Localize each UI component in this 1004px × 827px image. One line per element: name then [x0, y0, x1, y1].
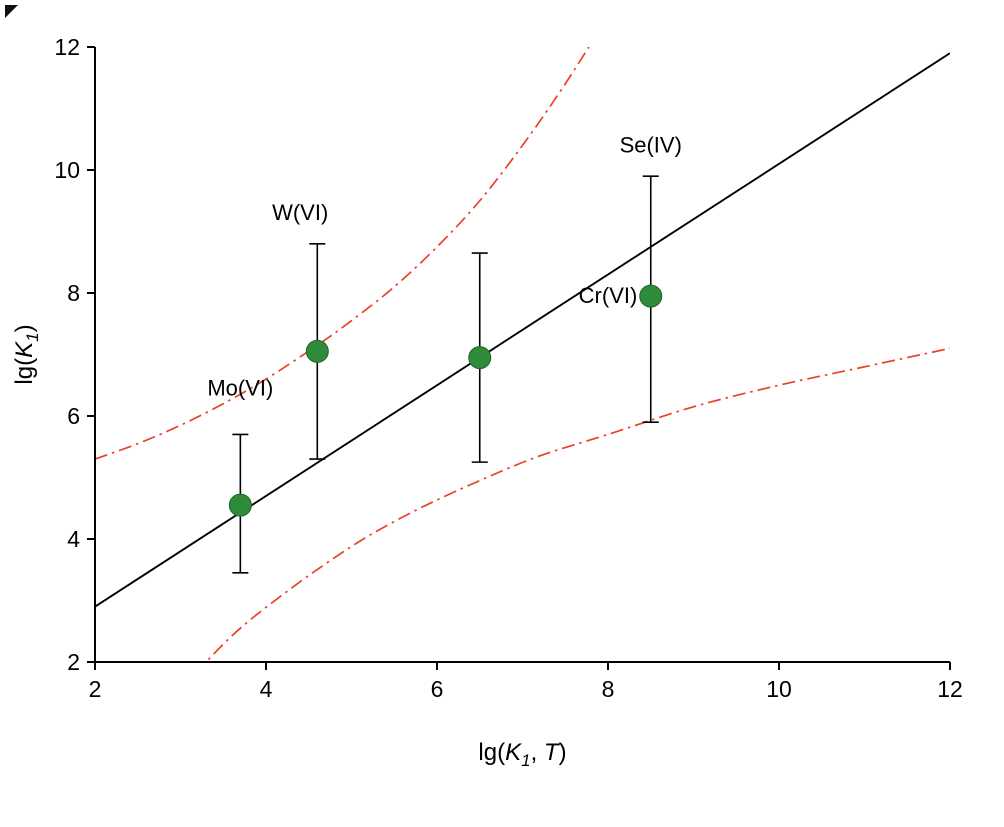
lower-confidence-band [205, 347, 950, 662]
point-label: Se(IV) [620, 132, 682, 157]
x-tick-label: 10 [766, 676, 792, 702]
corner-mark [5, 5, 18, 18]
y-axis-label: lg(K1) [11, 324, 42, 384]
point-label: Mo(VI) [207, 375, 273, 400]
data-point [305, 339, 329, 363]
x-axis-label: lg(K1, T) [478, 739, 566, 770]
data-point [639, 284, 663, 308]
point-label: W(VI) [272, 200, 328, 225]
y-tick-label: 8 [67, 280, 80, 306]
data-point [228, 493, 252, 517]
upper-confidence-band [95, 47, 590, 460]
x-tick-label: 4 [260, 676, 273, 702]
x-tick-label: 6 [431, 676, 444, 702]
x-tick-label: 8 [602, 676, 615, 702]
y-tick-label: 6 [67, 403, 80, 429]
x-tick-label: 2 [89, 676, 102, 702]
plot-region [95, 47, 950, 662]
y-tick-label: 12 [54, 34, 80, 60]
y-tick-label: 10 [54, 157, 80, 183]
y-tick-label: 2 [67, 649, 80, 675]
point-label: Cr(VI) [579, 283, 638, 308]
data-point [468, 346, 492, 370]
fit-line [95, 52, 950, 608]
y-tick-label: 4 [67, 526, 80, 552]
x-tick-label: 12 [937, 676, 963, 702]
